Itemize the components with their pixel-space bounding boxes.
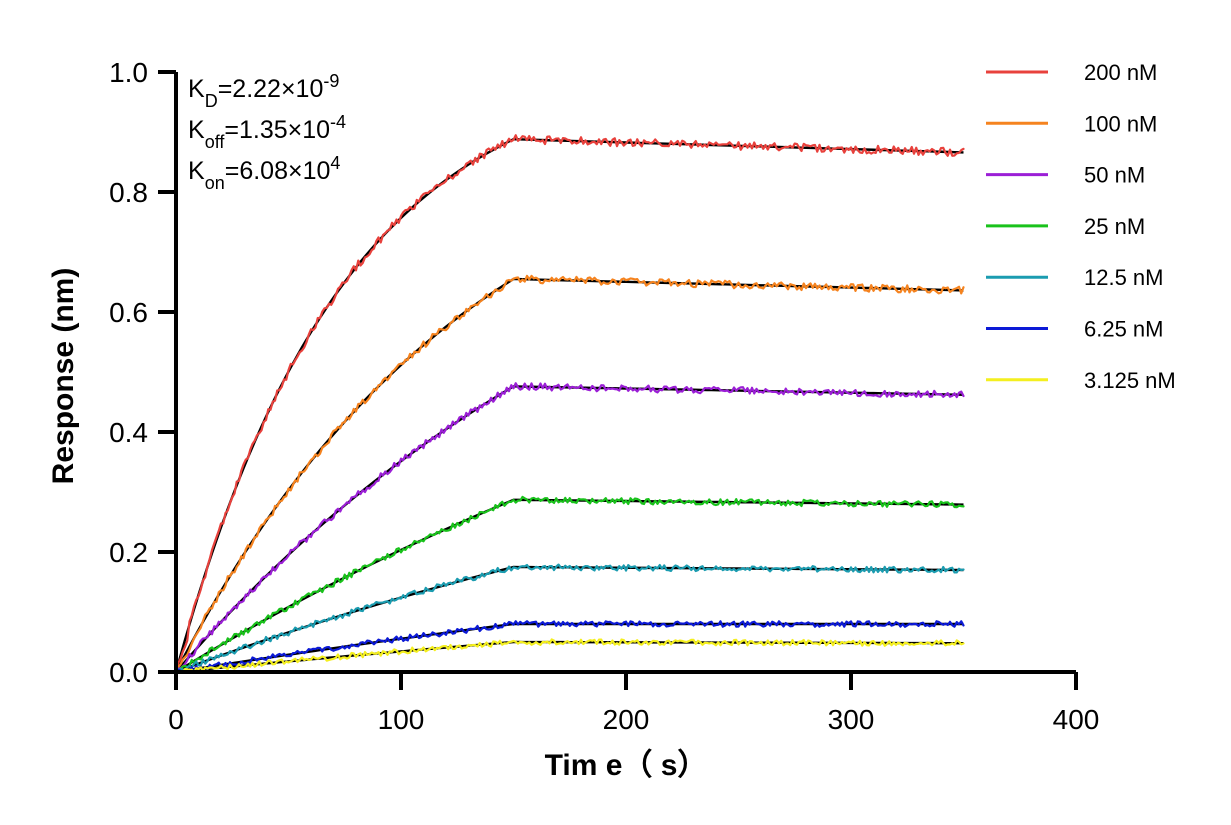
fit-curve-100-nm [174, 277, 964, 673]
y-axis-title: Response (nm) [47, 268, 80, 485]
y-tick-label: 0.2 [109, 537, 148, 568]
fit-curve-3-125-nm [175, 640, 964, 674]
y-tick-label: 0.8 [109, 177, 148, 208]
series-line-50-nm [174, 382, 965, 672]
fit-curve-200-nm [174, 137, 964, 673]
x-tick-label: 0 [168, 704, 184, 735]
legend: 200 nM 100 nM 50 nM 25 nM 12.5 nM 6.25 nM 3.12… [986, 60, 1176, 393]
x-axis-title: Tim e（ s） [545, 748, 708, 782]
series-line-3-125-nm [174, 638, 965, 674]
x-tick-label: 200 [603, 704, 650, 735]
x-tick-label: 400 [1053, 704, 1100, 735]
data-curves [174, 134, 965, 674]
fit-curves [174, 137, 964, 674]
annotation-kd: KD=2.22×10-9 [188, 71, 339, 111]
fit-curve-25-nm [175, 498, 964, 674]
legend-label-50-nm: 50 nM [1084, 163, 1145, 188]
fit-curve-12-5-nm [175, 565, 964, 674]
annotation-kon: Kon=6.08×104 [188, 153, 340, 193]
tick-labels: 0 100 200 300 400 0.0 0.2 0.4 0.6 0.8 1.0 [109, 57, 1099, 735]
y-tick-label: 0.4 [109, 417, 148, 448]
series-line-200-nm [174, 134, 965, 674]
series-line-25-nm [174, 495, 965, 674]
legend-label-12-5-nm: 12.5 nM [1084, 265, 1164, 290]
legend-label-100-nm: 100 nM [1084, 111, 1157, 136]
y-tick-label: 1.0 [109, 57, 148, 88]
series-line-6-25-nm [174, 620, 965, 674]
x-tick-label: 300 [828, 704, 875, 735]
y-tick-label: 0.6 [109, 297, 148, 328]
legend-label-200-nm: 200 nM [1084, 60, 1157, 85]
series-line-100-nm [174, 274, 965, 674]
legend-label-6-25-nm: 6.25 nM [1084, 317, 1164, 342]
y-tick-label: 0.0 [109, 657, 148, 688]
annotation-koff: Koff=1.35×10-4 [188, 112, 346, 152]
legend-label-3-125-nm: 3.125 nM [1084, 368, 1176, 393]
series-line-12-5-nm [174, 563, 965, 672]
x-tick-label: 100 [378, 704, 425, 735]
legend-label-25-nm: 25 nM [1084, 214, 1145, 239]
